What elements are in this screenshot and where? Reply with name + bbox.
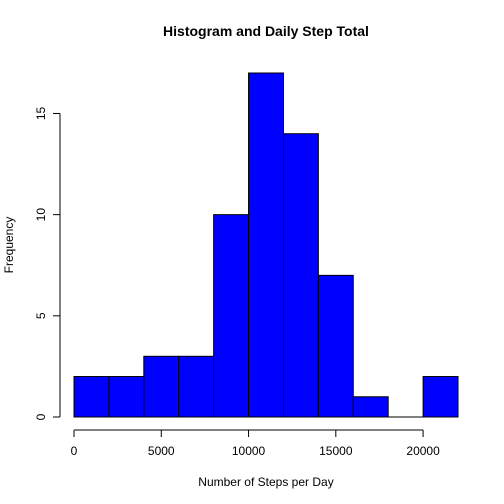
y-tick-label: 15 (34, 106, 48, 120)
y-tick-label: 10 (34, 208, 48, 222)
histogram-bar (248, 72, 284, 418)
x-axis-label: Number of Steps per Day (198, 475, 333, 489)
x-tick-label: 5000 (148, 444, 175, 458)
histogram-bar (317, 274, 354, 418)
chart-title: Histogram and Daily Step Total (163, 23, 369, 39)
histogram-bar (108, 376, 145, 418)
histogram-bar (178, 355, 215, 418)
x-tick-label: 15000 (319, 444, 353, 458)
histogram-bar (352, 396, 389, 418)
histogram-bar (143, 355, 180, 418)
y-tick-label: 5 (34, 312, 48, 319)
y-axis-label: Frequency (2, 217, 16, 274)
histogram-bar (282, 133, 319, 418)
histogram-bar (213, 214, 250, 418)
bars-group (73, 72, 459, 418)
x-axis: 0 5000 10000 15000 20000 (71, 429, 440, 458)
x-tick-label: 0 (71, 444, 78, 458)
histogram-bar (422, 376, 459, 418)
y-tick-label: 0 (34, 413, 48, 420)
x-tick-label: 20000 (406, 444, 440, 458)
y-axis: 0 5 10 15 (34, 106, 61, 420)
histogram-bar (73, 376, 110, 418)
x-tick-label: 10000 (232, 444, 266, 458)
